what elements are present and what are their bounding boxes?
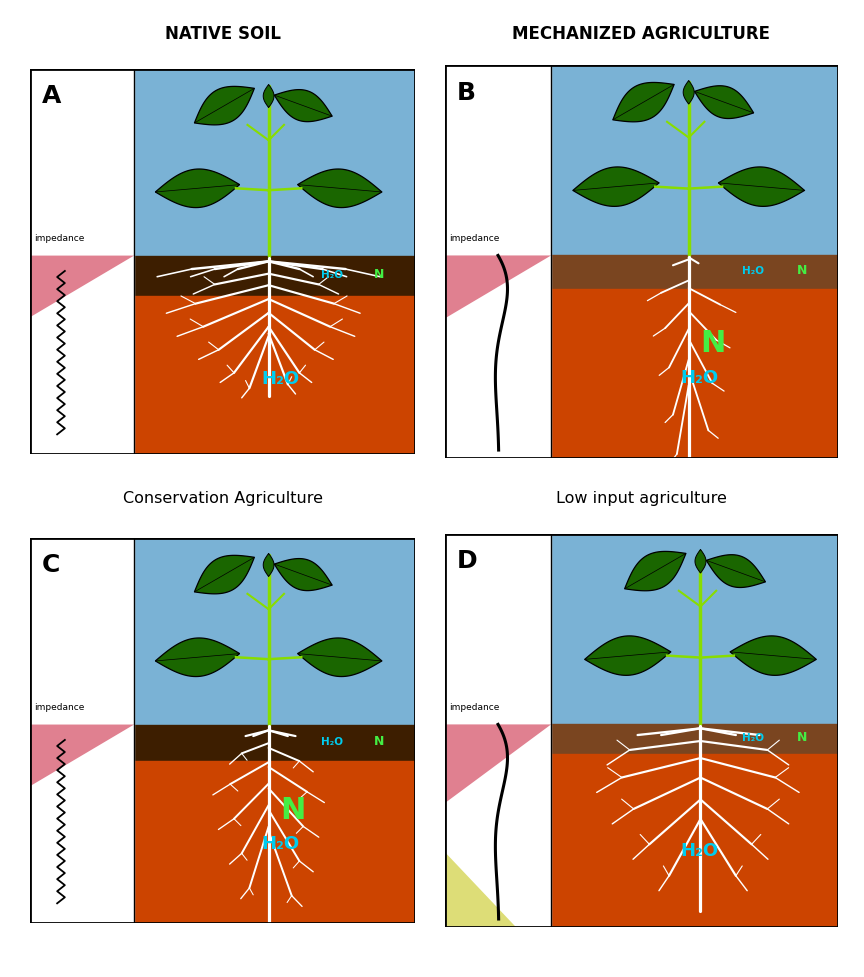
Text: impedance: impedance <box>449 702 499 712</box>
Polygon shape <box>695 549 706 573</box>
Polygon shape <box>194 86 254 125</box>
Polygon shape <box>730 636 816 675</box>
Text: NATIVE SOIL: NATIVE SOIL <box>165 25 281 43</box>
Text: impedance: impedance <box>34 703 85 712</box>
Bar <box>134 761 415 922</box>
Bar <box>551 754 838 927</box>
Polygon shape <box>156 638 239 676</box>
Polygon shape <box>706 555 766 587</box>
Text: Conservation Agriculture: Conservation Agriculture <box>123 491 323 506</box>
Text: A: A <box>41 84 61 108</box>
Bar <box>134 256 415 296</box>
Text: N: N <box>701 329 726 358</box>
Text: Low input agriculture: Low input agriculture <box>556 491 727 506</box>
Polygon shape <box>297 638 382 676</box>
Polygon shape <box>445 852 516 927</box>
Polygon shape <box>30 256 134 318</box>
Polygon shape <box>264 84 274 107</box>
Polygon shape <box>194 555 254 594</box>
Text: N: N <box>797 731 807 743</box>
Text: MECHANIZED AGRICULTURE: MECHANIZED AGRICULTURE <box>512 25 770 43</box>
Bar <box>134 538 415 725</box>
Text: H₂O: H₂O <box>742 733 764 743</box>
Polygon shape <box>264 553 274 576</box>
Polygon shape <box>445 724 551 803</box>
Text: B: B <box>457 80 476 105</box>
Bar <box>134 725 415 761</box>
Bar <box>551 255 838 289</box>
Polygon shape <box>585 636 670 675</box>
Bar <box>551 724 838 754</box>
Polygon shape <box>625 551 686 591</box>
Text: impedance: impedance <box>34 234 85 243</box>
Polygon shape <box>613 82 674 122</box>
Bar <box>134 69 415 256</box>
Text: D: D <box>457 549 478 573</box>
Text: C: C <box>41 553 60 577</box>
Text: H₂O: H₂O <box>681 842 719 860</box>
Text: N: N <box>797 264 807 277</box>
Bar <box>551 533 838 724</box>
Text: H₂O: H₂O <box>321 737 342 747</box>
Polygon shape <box>30 725 134 786</box>
Text: H₂O: H₂O <box>321 271 342 280</box>
Polygon shape <box>718 167 804 206</box>
Polygon shape <box>297 169 382 207</box>
Polygon shape <box>274 559 332 591</box>
Text: H₂O: H₂O <box>681 369 719 387</box>
Polygon shape <box>445 255 551 319</box>
Text: H₂O: H₂O <box>261 835 299 854</box>
Bar <box>445 533 551 927</box>
Polygon shape <box>156 169 239 207</box>
Bar <box>134 296 415 453</box>
Bar <box>30 69 134 453</box>
Text: impedance: impedance <box>449 234 499 243</box>
Polygon shape <box>573 167 659 206</box>
Polygon shape <box>274 90 332 122</box>
Bar <box>445 64 551 458</box>
Polygon shape <box>695 86 753 118</box>
Text: N: N <box>280 795 306 825</box>
Text: H₂O: H₂O <box>742 266 764 276</box>
Text: N: N <box>374 735 384 748</box>
Bar <box>30 538 134 922</box>
Text: H₂O: H₂O <box>261 370 299 389</box>
Bar <box>551 64 838 255</box>
Bar <box>551 289 838 458</box>
Text: N: N <box>374 269 384 281</box>
Polygon shape <box>683 80 694 105</box>
